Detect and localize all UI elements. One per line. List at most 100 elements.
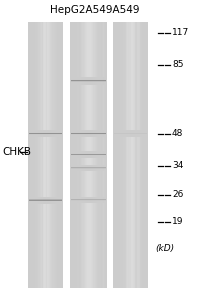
Bar [71, 78, 105, 79]
Bar [71, 201, 105, 202]
Bar [71, 169, 105, 170]
Bar [29, 197, 62, 198]
Bar [45, 22, 47, 288]
Bar [71, 169, 105, 170]
Bar [129, 22, 130, 288]
Bar [29, 199, 62, 200]
Bar [114, 133, 146, 134]
Text: CHKB: CHKB [2, 147, 31, 157]
Bar [114, 22, 115, 288]
Bar [71, 151, 105, 152]
Bar [71, 77, 105, 78]
Bar [50, 22, 52, 288]
Bar [71, 79, 105, 80]
Text: HepG2A549A549: HepG2A549A549 [50, 5, 139, 15]
Bar [114, 132, 146, 133]
Bar [71, 197, 105, 198]
Bar [29, 130, 62, 131]
Bar [29, 135, 62, 136]
Text: 117: 117 [171, 28, 188, 37]
Bar [71, 135, 105, 136]
Bar [37, 22, 39, 288]
Bar [71, 155, 105, 156]
Bar [137, 22, 139, 288]
Bar [71, 81, 105, 82]
Bar [121, 22, 122, 288]
Bar [45, 22, 48, 288]
Bar [71, 82, 105, 83]
Bar [71, 130, 105, 131]
Bar [29, 135, 62, 136]
Bar [62, 22, 63, 288]
Bar [71, 154, 105, 155]
Bar [71, 157, 105, 158]
Bar [114, 130, 146, 131]
Bar [123, 22, 125, 288]
Bar [96, 22, 99, 288]
Bar [71, 201, 105, 202]
Bar [29, 198, 62, 199]
Bar [29, 136, 62, 137]
Bar [114, 131, 146, 132]
Bar [144, 22, 145, 288]
Bar [71, 133, 105, 134]
Bar [71, 136, 105, 137]
Bar [71, 132, 105, 133]
Bar [29, 202, 62, 203]
Bar [71, 170, 105, 171]
Bar [114, 130, 146, 131]
Bar [29, 201, 62, 202]
Bar [75, 22, 76, 288]
Bar [103, 22, 104, 288]
Bar [86, 22, 87, 288]
Bar [29, 200, 62, 201]
Bar [52, 22, 54, 288]
Bar [71, 155, 105, 156]
Bar [114, 136, 146, 137]
Bar [114, 136, 146, 137]
Bar [29, 203, 62, 204]
Bar [71, 200, 105, 201]
Bar [29, 22, 31, 288]
Bar [29, 133, 62, 134]
Bar [29, 197, 62, 198]
Bar [29, 132, 62, 133]
Bar [84, 22, 86, 288]
Bar [71, 166, 105, 167]
Bar [29, 136, 62, 137]
Bar [71, 167, 105, 168]
Bar [97, 22, 98, 288]
Bar [71, 165, 105, 166]
Bar [29, 196, 62, 197]
Bar [29, 198, 62, 199]
Bar [60, 22, 62, 288]
Bar [82, 22, 84, 288]
Bar [71, 169, 105, 170]
Bar [56, 22, 57, 288]
Bar [29, 131, 62, 132]
Bar [114, 132, 146, 133]
Bar [71, 131, 105, 132]
Text: 34: 34 [171, 161, 183, 170]
Text: 26: 26 [171, 190, 183, 200]
Bar [71, 154, 105, 155]
Bar [71, 136, 105, 137]
Bar [71, 156, 105, 157]
Bar [57, 22, 59, 288]
Bar [126, 22, 128, 288]
Bar [89, 22, 91, 288]
Bar [100, 22, 102, 288]
Bar [78, 22, 81, 288]
Bar [88, 22, 90, 288]
Bar [135, 22, 136, 288]
Bar [114, 135, 146, 136]
Bar [29, 132, 62, 133]
Bar [71, 154, 105, 155]
Bar [34, 22, 35, 288]
Bar [29, 136, 62, 137]
Bar [71, 77, 105, 78]
Bar [145, 22, 147, 288]
Bar [139, 22, 141, 288]
Bar [71, 78, 105, 79]
Bar [41, 22, 42, 288]
